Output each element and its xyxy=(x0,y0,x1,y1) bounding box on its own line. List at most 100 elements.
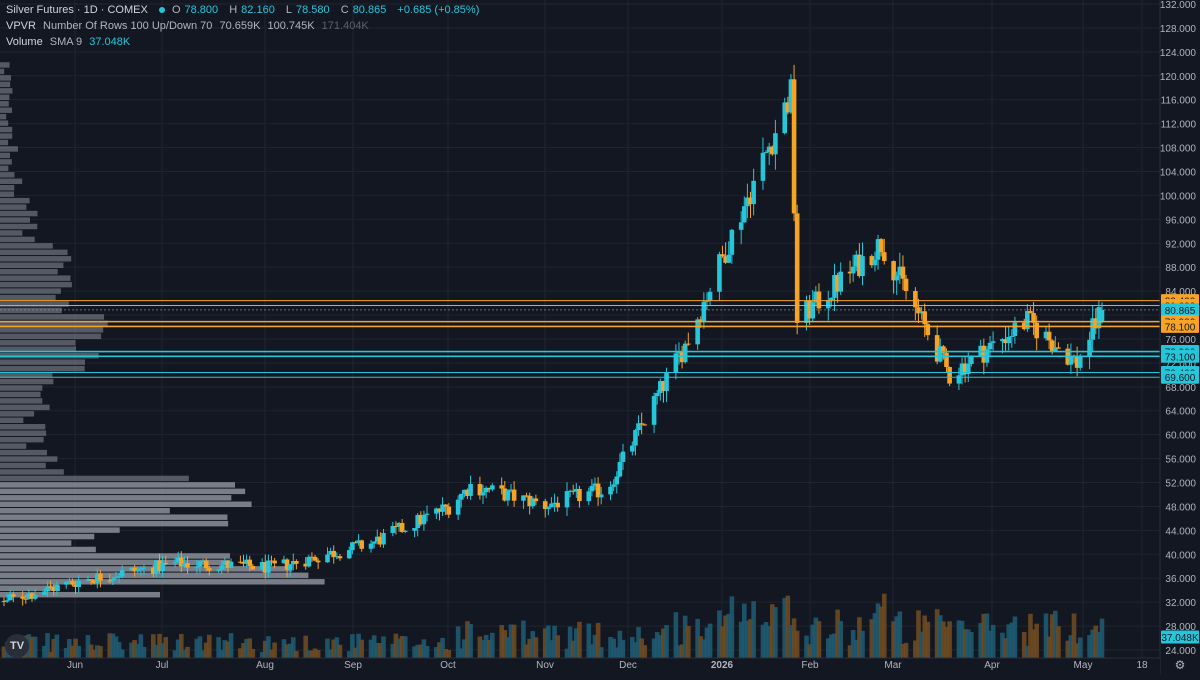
candle-body xyxy=(1046,331,1052,341)
price-tick-label: 52.000 xyxy=(1165,479,1196,490)
volume-bar xyxy=(751,601,756,658)
candle-body xyxy=(29,593,35,599)
candle-body xyxy=(415,514,420,529)
settings-gear-icon[interactable]: ⚙ xyxy=(1175,658,1186,672)
volume-bar xyxy=(315,650,321,658)
candle-body xyxy=(113,577,119,579)
candle-body xyxy=(157,560,162,572)
candle-body xyxy=(682,343,688,363)
volume-bar xyxy=(1,646,7,658)
vpvr-bar xyxy=(0,398,43,404)
candle-body xyxy=(654,393,660,397)
volume-bar xyxy=(477,636,483,658)
candle-body xyxy=(804,301,809,323)
volume-bar xyxy=(542,628,548,658)
volume-legend[interactable]: Volume SMA 9 37.048K xyxy=(6,35,134,49)
volume-bar xyxy=(978,623,983,658)
vpvr-bar xyxy=(0,165,9,172)
symbol-legend: Silver Futures · 1D · COMEX O 78.800 H 82.… xyxy=(6,3,483,17)
volume-bar xyxy=(564,648,570,658)
volume-bar xyxy=(682,615,688,658)
volume-bar xyxy=(567,626,573,658)
tradingview-logo[interactable]: TV xyxy=(5,634,29,658)
volume-bar xyxy=(1053,610,1058,658)
volume-bar xyxy=(138,634,144,658)
volume-bar xyxy=(726,613,732,658)
price-tick-label: 120.000 xyxy=(1160,72,1197,83)
time-tick-label: Dec xyxy=(619,660,637,671)
vpvr-bar xyxy=(0,559,230,566)
volume-bar xyxy=(259,651,265,658)
vpvr-bar xyxy=(0,507,170,514)
vpvr-bar xyxy=(0,249,68,256)
vpvr-bar xyxy=(0,81,11,88)
volume-bar xyxy=(1068,635,1074,658)
volume-bar xyxy=(595,622,601,658)
price-level-badge xyxy=(1161,303,1199,317)
candle-body xyxy=(462,489,467,494)
volume-bar xyxy=(1096,632,1102,658)
candle-body xyxy=(829,297,834,301)
volume-bar xyxy=(443,649,448,658)
volume-bar xyxy=(132,640,137,658)
symbol-title[interactable]: Silver Futures · 1D · COMEX xyxy=(6,4,148,16)
volume-bar xyxy=(860,630,865,658)
ohlc-close: C 80.865 xyxy=(340,4,387,16)
volume-params: SMA 9 xyxy=(49,36,83,48)
volume-bar xyxy=(483,634,489,658)
candle-body xyxy=(698,319,704,322)
volume-bar xyxy=(788,625,794,658)
volume-bar xyxy=(707,623,713,658)
volume-bar xyxy=(984,613,990,658)
vpvr-legend[interactable]: VPVR Number Of Rows 100 Up/Down 70 70.65… xyxy=(6,19,373,33)
volume-bar xyxy=(1074,643,1080,658)
volume-bar xyxy=(241,643,246,658)
volume-bar xyxy=(791,618,797,658)
price-level-badge xyxy=(1161,370,1199,384)
time-tick-label: Jun xyxy=(67,660,83,671)
candle-body xyxy=(549,503,554,508)
volume-bar xyxy=(598,647,604,658)
volume-bar xyxy=(1043,613,1049,658)
vpvr-bar xyxy=(0,120,9,126)
vpvr-bar xyxy=(0,68,5,75)
candle-body xyxy=(359,540,365,549)
volume-bar xyxy=(695,618,700,658)
candle-body xyxy=(639,423,644,425)
candle-body xyxy=(250,565,256,570)
volume-bar xyxy=(399,636,405,658)
vpvr-bar xyxy=(0,178,23,184)
candle-body xyxy=(794,213,800,323)
vpvr-bar xyxy=(0,126,13,133)
candle-body xyxy=(916,307,921,314)
volume-bar xyxy=(810,624,816,658)
volume-bar xyxy=(281,639,287,658)
volume-bar xyxy=(73,638,78,658)
candle-body xyxy=(334,556,340,558)
candle-body xyxy=(281,559,287,564)
volume-bar xyxy=(546,625,551,658)
volume-bar xyxy=(110,633,116,658)
volume-bar xyxy=(107,633,113,658)
volume-bar xyxy=(741,603,747,658)
volume-bar xyxy=(1049,614,1055,658)
volume-bar xyxy=(527,638,532,658)
volume-bar xyxy=(151,634,156,658)
volume-bar xyxy=(446,649,452,658)
volume-bar xyxy=(1099,618,1105,658)
vpvr-bar xyxy=(0,197,30,204)
vpvr-bar xyxy=(0,495,232,501)
vpvr-bar xyxy=(0,288,61,294)
candle-body xyxy=(760,152,766,181)
volume-bar xyxy=(368,639,374,658)
vpvr-bar xyxy=(0,417,24,424)
volume-bar xyxy=(85,635,91,658)
ohlc-high: H 82.160 xyxy=(229,4,275,16)
volume-bar xyxy=(306,650,312,658)
candle-body xyxy=(312,556,318,561)
volume-bar xyxy=(178,633,184,658)
volume-bar xyxy=(1034,623,1039,658)
candle-body xyxy=(903,278,909,292)
